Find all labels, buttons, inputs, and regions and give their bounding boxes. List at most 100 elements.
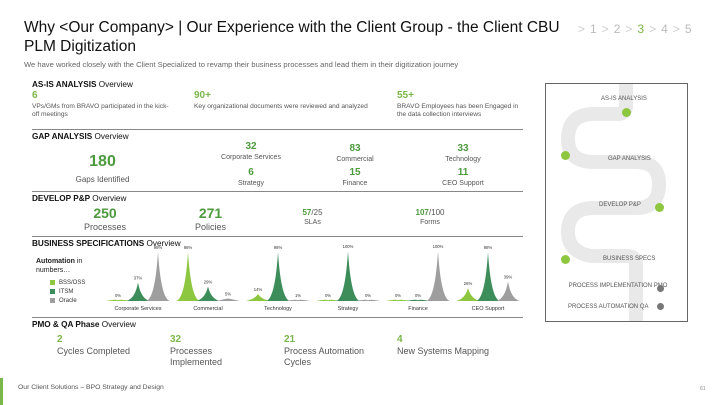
gap-cell-value: 33 (457, 143, 469, 154)
value-label: 98% (484, 245, 493, 250)
value-label: 98% (154, 245, 163, 250)
page-number: 61 (700, 386, 706, 392)
pmo-value: 2 (57, 334, 63, 345)
forms-total: /100 (428, 208, 445, 217)
pmo-text: Processes Implemented (170, 346, 223, 367)
value-label: 29% (204, 280, 213, 285)
chart-peak (476, 252, 500, 301)
pmo-overview: Overview (101, 320, 136, 329)
chart-peak (216, 298, 240, 301)
gap-cell-value: 6 (248, 167, 254, 178)
asis-text-3: BRAVO Employees has been Engaged in the … (397, 103, 519, 118)
pmo-value: 4 (397, 334, 403, 345)
milestone-dot (622, 108, 631, 117)
gap-cell-label: CEO Support (442, 180, 484, 187)
chart-peak (176, 252, 200, 301)
gaps-label: Gaps Identified (75, 175, 130, 184)
milestone-dot (561, 151, 570, 160)
chart-legend: BSS/OSS ITSM Oracle (50, 278, 85, 305)
chevron-right-icon: > (649, 22, 657, 36)
chart-peak (286, 299, 310, 301)
category-label: Technology (264, 306, 292, 312)
divider (32, 236, 523, 237)
legend-swatch (50, 298, 55, 303)
develop-label: DEVELOP P&P (32, 194, 90, 203)
chevron-right-icon: > (625, 22, 633, 36)
divider (32, 129, 523, 130)
divider (32, 317, 523, 318)
gap-cell-label: Finance (342, 180, 368, 187)
page-subtitle: We have worked closely with the Client S… (24, 60, 459, 69)
asis-text-2: Key organizational documents were review… (194, 103, 368, 110)
step-4[interactable]: 4 (661, 22, 668, 36)
value-label: 0% (115, 293, 121, 298)
step-navigator: > 1 > 2 > 3 > 4 > 5 (578, 22, 692, 36)
legend-swatch (50, 280, 55, 285)
value-label: 39% (504, 275, 513, 280)
automation-chart: 0% 37% 98% Corporate Services 98% 29% 5% Commer… (106, 244, 520, 312)
legend-item: BSS/OSS (50, 278, 85, 287)
footer-text: Our Client Solutions – BPO Strategy and … (18, 384, 164, 391)
asis-overview: Overview (98, 80, 133, 89)
slas-total: /25 (311, 208, 323, 217)
step-3-active[interactable]: 3 (637, 22, 645, 36)
value-label: 5% (225, 292, 231, 297)
pmo-label: PMO & QA Phase (32, 320, 100, 329)
pmo-value: 21 (284, 334, 296, 345)
slas-count: 57/25 (290, 208, 335, 217)
milestone-dot (561, 255, 570, 264)
asis-value-3: 55+ (397, 90, 414, 101)
chart-peak (146, 252, 170, 301)
bizspec-overview: Overview (146, 239, 181, 248)
chart-peak (356, 299, 380, 301)
forms-value: 107 (415, 208, 429, 217)
gap-cell-value: 11 (457, 167, 469, 178)
legend-label: BSS/OSS (59, 279, 86, 286)
processes-value: 250 (93, 205, 117, 221)
roadmap-label: PROCESS IMPLEMENTATION PMO (568, 283, 668, 289)
slas-value: 57 (302, 208, 312, 217)
step-1[interactable]: 1 (590, 22, 597, 36)
legend-label: Oracle (59, 297, 77, 304)
roadmap-panel: AS-IS ANALYSIS GAP ANALYSIS DEVELOP P&P … (545, 83, 688, 322)
slas-label: SLAs (304, 219, 321, 226)
category-label: Corporate Services (114, 306, 161, 312)
pmo-value: 32 (170, 334, 182, 345)
step-5[interactable]: 5 (684, 22, 692, 36)
value-label: 26% (464, 281, 473, 286)
step-2[interactable]: 2 (613, 22, 621, 36)
chart-peak (456, 288, 480, 301)
pmo-text: Process Automation Cycles (284, 346, 365, 367)
legend-item: ITSM (50, 287, 85, 296)
asis-text-1: VPs/GMs from BRAVO participated in the k… (32, 103, 169, 118)
value-label: 0% (415, 293, 421, 298)
asis-value-1: 6 (32, 90, 38, 101)
develop-overview: Overview (92, 194, 127, 203)
chart-peak (386, 299, 410, 301)
bizspec-heading: BUSINESS SPECIFICATIONS Overview (32, 239, 181, 248)
value-label: 14% (254, 287, 263, 292)
gap-label: GAP ANALYSIS (32, 132, 93, 141)
value-label: 0% (325, 293, 331, 298)
automation-numbers: numbers… (36, 267, 71, 274)
category-label: Finance (408, 306, 428, 312)
bizspec-label: BUSINESS SPECIFICATIONS (32, 239, 145, 248)
value-label: 98% (184, 245, 193, 250)
chart-peak (246, 294, 270, 301)
chart-peak (106, 299, 130, 301)
chart-peak (406, 299, 430, 301)
chart-peak (316, 299, 340, 301)
gap-cell-label: Technology (445, 156, 481, 163)
chart-peak (126, 282, 150, 301)
chart-peak (196, 286, 220, 301)
asis-value-2: 90+ (194, 90, 211, 101)
value-label: 98% (274, 245, 283, 250)
policies-value: 271 (198, 205, 223, 221)
develop-heading: DEVELOP P&P Overview (32, 194, 126, 203)
legend-label: ITSM (59, 288, 74, 295)
category-label: Commercial (193, 306, 222, 312)
roadmap-label: AS-IS ANALYSIS (601, 96, 647, 102)
gap-cell-value: 15 (349, 167, 361, 178)
pmo-text: New Systems Mapping (397, 346, 490, 356)
chart-peak (266, 252, 290, 301)
